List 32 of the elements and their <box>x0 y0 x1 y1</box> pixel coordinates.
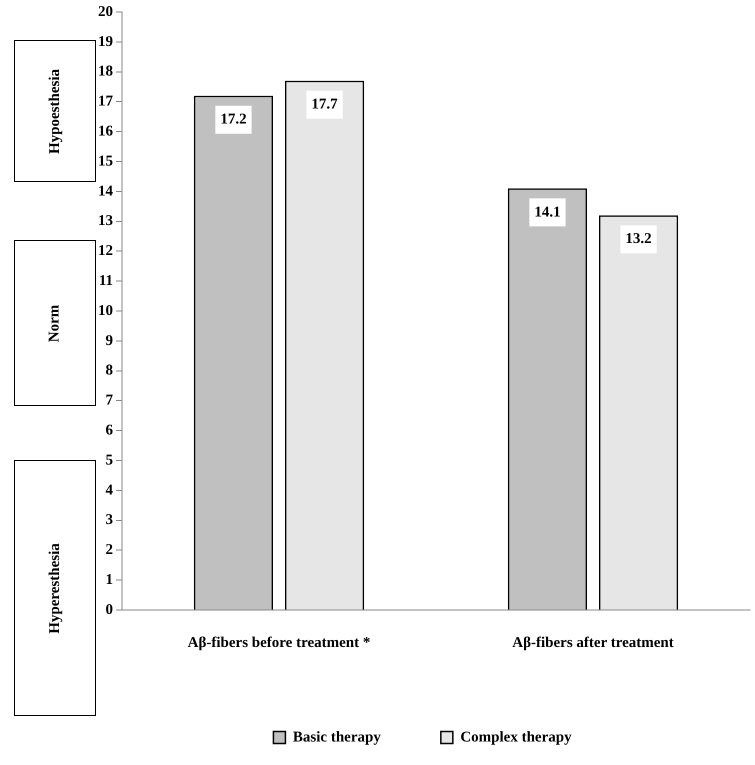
y-tick-label: 8 <box>106 362 113 379</box>
y-tick-label: 15 <box>98 153 113 170</box>
x-tick-label: Aβ-fibers before treatment * <box>188 634 370 651</box>
y-tick-label: 6 <box>106 422 114 438</box>
x-tick-label: Aβ-fibers after treatment <box>512 634 674 651</box>
data-label: 14.1 <box>534 204 561 220</box>
text: Hyperesthesia <box>46 542 64 634</box>
y-tick-label: 16 <box>98 123 114 140</box>
y-tick-label: 9 <box>106 332 113 349</box>
y-tick-label: 1 <box>106 572 113 588</box>
y-tick-label: 12 <box>98 243 113 260</box>
y-tick-label: 17 <box>98 94 114 110</box>
y-tick-label: 18 <box>98 64 113 80</box>
text: Norm <box>46 304 64 342</box>
y-tick-label: 5 <box>106 452 113 468</box>
y-tick-label: 2 <box>106 542 113 558</box>
y-tick-label: 19 <box>98 34 113 50</box>
y-tick-label: 13 <box>98 213 113 230</box>
data-label: 13.2 <box>625 231 652 248</box>
legend-label: Basic therapy <box>292 729 382 746</box>
legend-label: Complex therapy <box>460 729 572 746</box>
y-tick-label: 11 <box>98 272 113 289</box>
text: Hypoesthesia <box>46 68 64 154</box>
data-label: 17.2 <box>220 112 247 128</box>
y-tick-label: 4 <box>106 482 114 498</box>
y-tick-label: 0 <box>106 602 113 618</box>
y-tick-label: 7 <box>106 392 114 409</box>
y-tick-label: 14 <box>98 183 114 200</box>
data-label: 17.7 <box>311 96 338 113</box>
y-tick-label: 10 <box>98 302 113 319</box>
y-tick-label: 3 <box>106 512 113 528</box>
y-tick-label: 20 <box>98 4 113 20</box>
